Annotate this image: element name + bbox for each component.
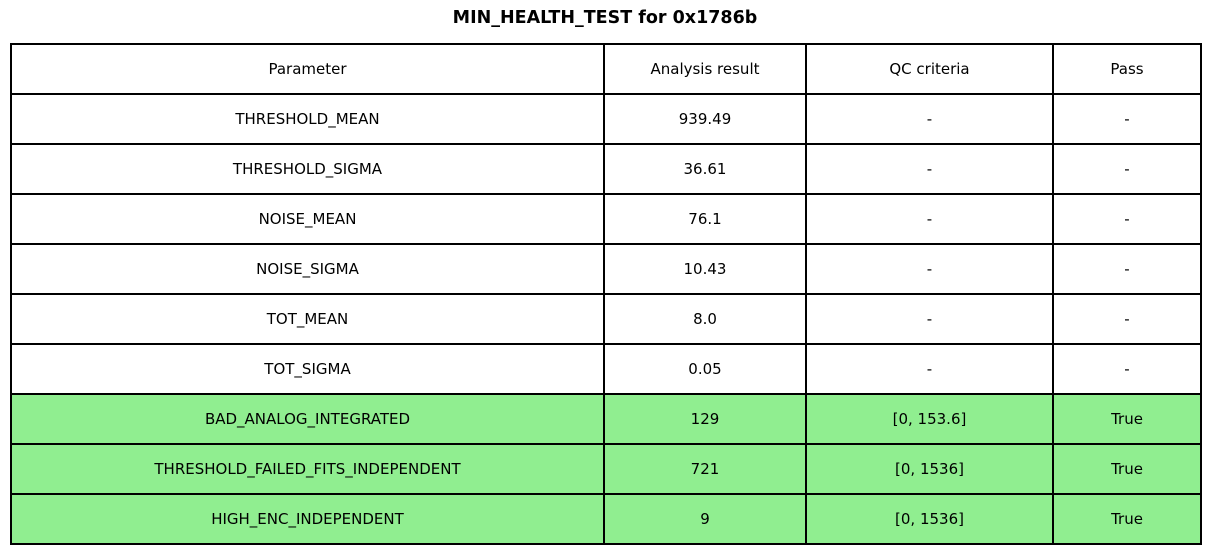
column-header-pass: Pass <box>1052 43 1202 95</box>
cell-qc-criteria: - <box>805 243 1054 295</box>
table-row: NOISE_SIGMA 10.43 - - <box>10 243 1202 295</box>
table-row: THRESHOLD_MEAN 939.49 - - <box>10 93 1202 145</box>
cell-qc-criteria: [0, 153.6] <box>805 393 1054 445</box>
cell-pass: - <box>1052 243 1202 295</box>
cell-qc-criteria: - <box>805 293 1054 345</box>
cell-parameter: TOT_MEAN <box>10 293 605 345</box>
cell-pass: True <box>1052 493 1202 545</box>
cell-analysis-result: 10.43 <box>603 243 807 295</box>
page-title: MIN_HEALTH_TEST for 0x1786b <box>452 8 758 28</box>
table-row: THRESHOLD_FAILED_FITS_INDEPENDENT 721 [0… <box>10 443 1202 495</box>
cell-pass: True <box>1052 393 1202 445</box>
cell-parameter: THRESHOLD_FAILED_FITS_INDEPENDENT <box>10 443 605 495</box>
cell-analysis-result: 939.49 <box>603 93 807 145</box>
cell-parameter: NOISE_SIGMA <box>10 243 605 295</box>
cell-qc-criteria: [0, 1536] <box>805 443 1054 495</box>
qc-results-table: Parameter Analysis result QC criteria Pa… <box>10 43 1202 545</box>
cell-qc-criteria: [0, 1536] <box>805 493 1054 545</box>
cell-analysis-result: 129 <box>603 393 807 445</box>
cell-parameter: THRESHOLD_MEAN <box>10 93 605 145</box>
column-header-parameter: Parameter <box>10 43 605 95</box>
cell-analysis-result: 36.61 <box>603 143 807 195</box>
cell-qc-criteria: - <box>805 193 1054 245</box>
cell-pass: True <box>1052 443 1202 495</box>
cell-qc-criteria: - <box>805 93 1054 145</box>
column-header-qc-criteria: QC criteria <box>805 43 1054 95</box>
header-row: Parameter Analysis result QC criteria Pa… <box>10 43 1202 95</box>
cell-pass: - <box>1052 93 1202 145</box>
cell-analysis-result: 0.05 <box>603 343 807 395</box>
table-row: BAD_ANALOG_INTEGRATED 129 [0, 153.6] Tru… <box>10 393 1202 445</box>
cell-pass: - <box>1052 293 1202 345</box>
cell-analysis-result: 9 <box>603 493 807 545</box>
cell-parameter: BAD_ANALOG_INTEGRATED <box>10 393 605 445</box>
table-row: NOISE_MEAN 76.1 - - <box>10 193 1202 245</box>
cell-analysis-result: 8.0 <box>603 293 807 345</box>
cell-parameter: THRESHOLD_SIGMA <box>10 143 605 195</box>
cell-pass: - <box>1052 193 1202 245</box>
table-row: HIGH_ENC_INDEPENDENT 9 [0, 1536] True <box>10 493 1202 545</box>
table-row: TOT_SIGMA 0.05 - - <box>10 343 1202 395</box>
cell-parameter: HIGH_ENC_INDEPENDENT <box>10 493 605 545</box>
cell-pass: - <box>1052 143 1202 195</box>
column-header-analysis-result: Analysis result <box>603 43 807 95</box>
cell-parameter: TOT_SIGMA <box>10 343 605 395</box>
cell-qc-criteria: - <box>805 343 1054 395</box>
table-row: TOT_MEAN 8.0 - - <box>10 293 1202 345</box>
cell-pass: - <box>1052 343 1202 395</box>
cell-analysis-result: 721 <box>603 443 807 495</box>
cell-parameter: NOISE_MEAN <box>10 193 605 245</box>
cell-analysis-result: 76.1 <box>603 193 807 245</box>
cell-qc-criteria: - <box>805 143 1054 195</box>
table-row: THRESHOLD_SIGMA 36.61 - - <box>10 143 1202 195</box>
